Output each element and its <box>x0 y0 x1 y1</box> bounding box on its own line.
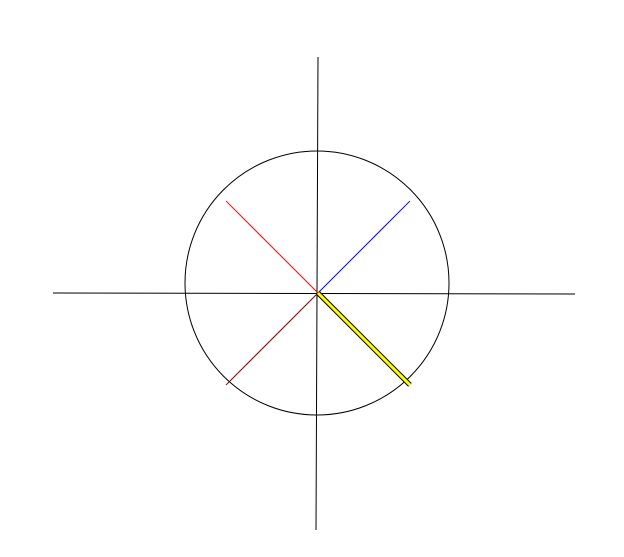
horizontal-axis <box>52 292 576 295</box>
ray-upper-left <box>225 200 319 294</box>
circle <box>184 150 450 416</box>
ray-upper-right <box>317 200 411 294</box>
ray-lower-left <box>225 292 319 386</box>
ray-lower-right <box>316 291 411 386</box>
rays-group <box>225 200 412 387</box>
